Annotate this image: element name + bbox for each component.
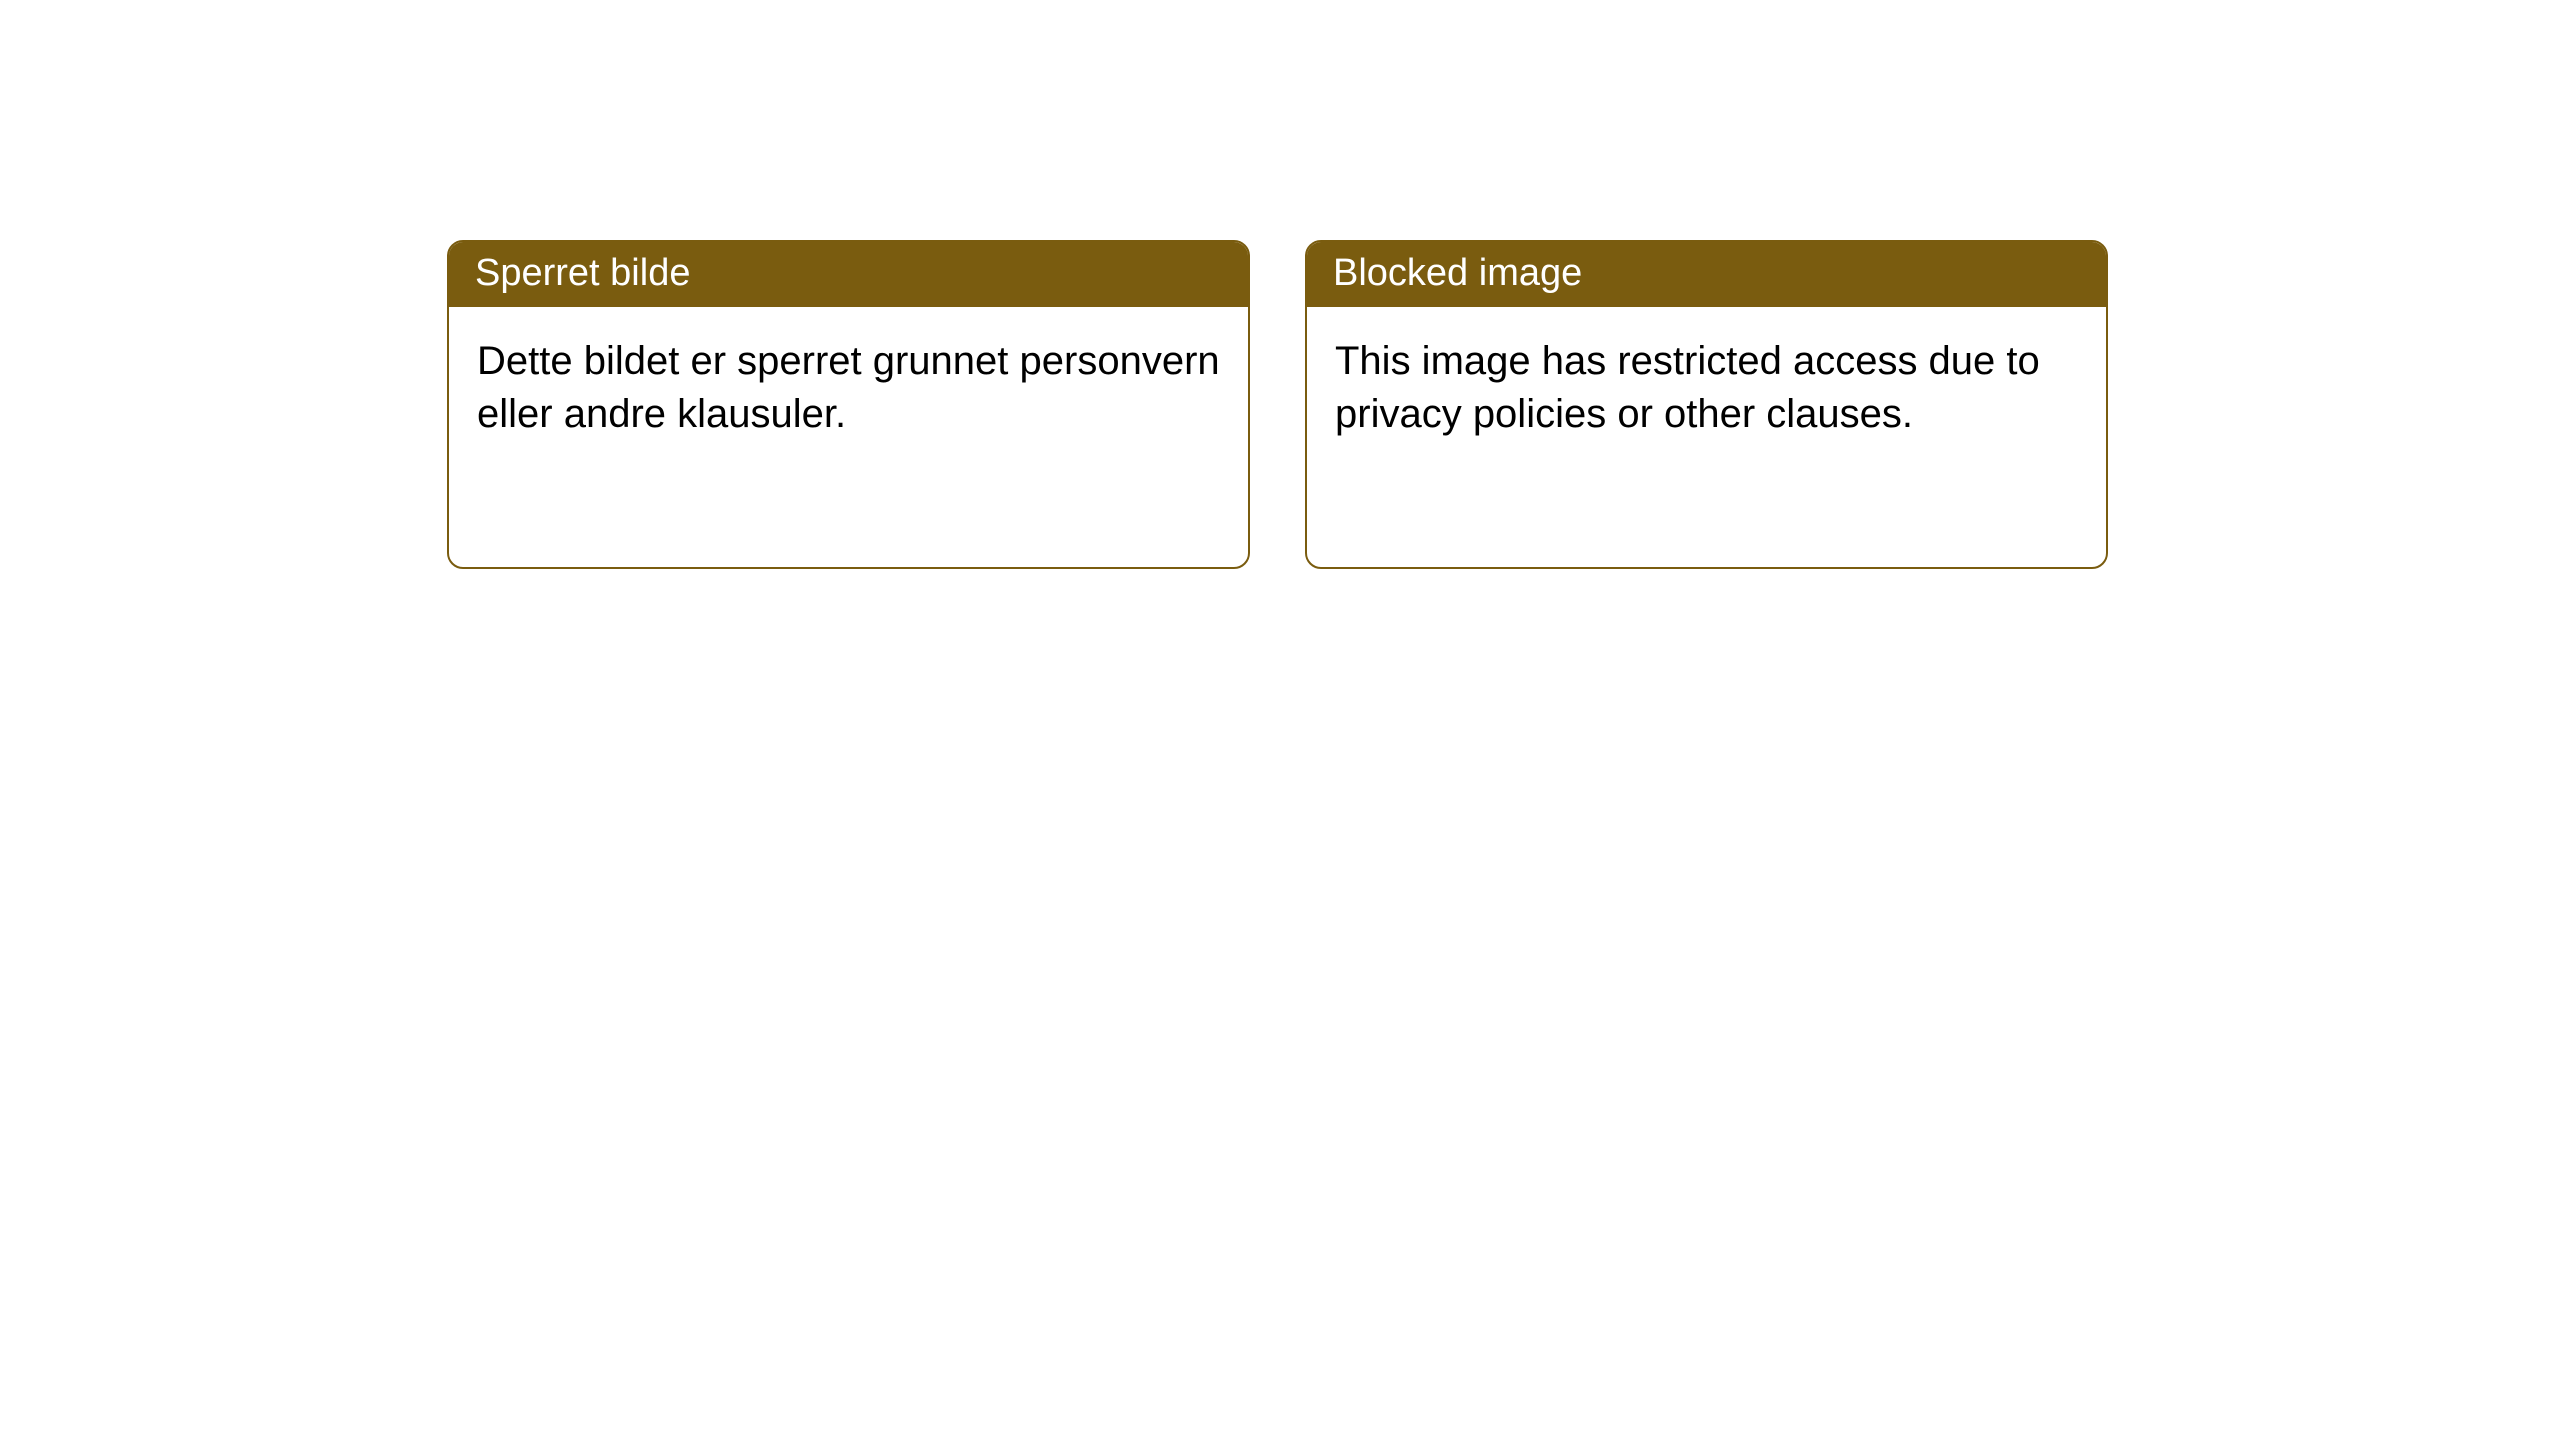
card-header: Blocked image — [1307, 242, 2106, 307]
card-title: Blocked image — [1333, 252, 1582, 294]
card-body: This image has restricted access due to … — [1307, 307, 2106, 567]
card-body-text: This image has restricted access due to … — [1335, 339, 2040, 436]
card-body-text: Dette bildet er sperret grunnet personve… — [477, 339, 1220, 436]
card-header: Sperret bilde — [449, 242, 1248, 307]
notice-card-container: Sperret bilde Dette bildet er sperret gr… — [447, 240, 2108, 569]
card-body: Dette bildet er sperret grunnet personve… — [449, 307, 1248, 567]
card-title: Sperret bilde — [475, 252, 690, 294]
notice-card-norwegian: Sperret bilde Dette bildet er sperret gr… — [447, 240, 1250, 569]
notice-card-english: Blocked image This image has restricted … — [1305, 240, 2108, 569]
